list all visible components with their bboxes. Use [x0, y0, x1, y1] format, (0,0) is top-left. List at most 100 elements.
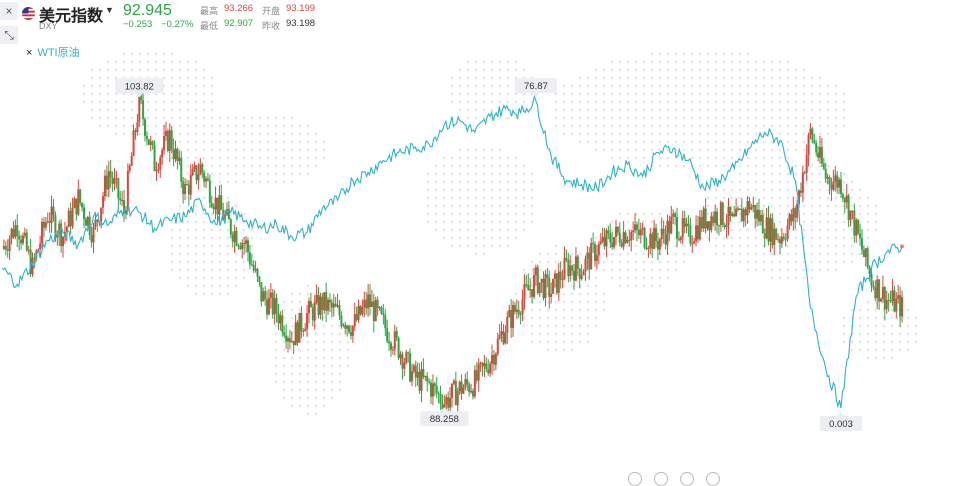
dxy-candle — [109, 160, 112, 188]
dxy-candle — [483, 354, 486, 378]
dxy-candle — [496, 332, 499, 357]
dxy-candle — [254, 260, 257, 273]
overlay-legend-label[interactable]: WTI原油 — [37, 47, 80, 59]
dxy-candle — [616, 226, 619, 236]
dxy-candle — [206, 172, 209, 182]
dxy-candle — [801, 166, 804, 203]
dxy-candle — [515, 299, 518, 319]
dxy-candle — [689, 217, 692, 247]
dxy-candle — [243, 236, 246, 255]
dxy-candle — [649, 227, 652, 255]
dxy-candle — [839, 171, 842, 199]
dxy-candle — [609, 223, 612, 249]
remove-overlay-icon[interactable]: × — [26, 47, 33, 59]
dxy-candle — [336, 293, 339, 308]
dxy-candle — [153, 140, 156, 172]
close-icon[interactable]: × — [0, 2, 18, 20]
collapse-icon[interactable]: ⤡ — [0, 26, 18, 44]
dxy-candle — [426, 371, 429, 392]
dxy-candle — [672, 209, 675, 225]
dxy-candle — [595, 245, 598, 270]
dxy-candle — [239, 242, 242, 251]
pager-dot[interactable] — [654, 472, 668, 486]
symbol-name[interactable]: 美元指数 — [39, 8, 104, 25]
dxy-candle — [475, 361, 478, 384]
dxy-candle — [561, 269, 564, 289]
pager-dot[interactable] — [680, 472, 694, 486]
dxy-candle — [681, 210, 684, 245]
dxy-candle — [349, 325, 352, 340]
last-price: 92.945 — [123, 2, 172, 19]
dxy-candle — [205, 176, 208, 189]
dxy-candle — [544, 269, 547, 307]
dxy-candle — [445, 394, 448, 410]
dxy-candle — [897, 284, 900, 304]
dxy-candle — [769, 213, 772, 253]
dxy-candle — [306, 304, 309, 337]
dxy-candle — [271, 288, 274, 319]
dxy-candle — [266, 290, 269, 320]
dxy-candle — [273, 289, 276, 325]
dxy-candle — [73, 196, 76, 209]
us-flag-icon — [22, 7, 35, 20]
dxy-candle — [382, 304, 385, 325]
dxy-candle — [813, 133, 816, 145]
dxy-candle — [679, 235, 682, 244]
dxy-candle — [8, 235, 11, 260]
dxy-candle — [477, 358, 480, 392]
dxy-candle — [107, 160, 110, 198]
dxy-candle — [807, 132, 810, 167]
symbol-dropdown-icon[interactable]: ▼ — [105, 5, 114, 15]
dxy-candle — [424, 375, 427, 382]
dxy-candle — [870, 268, 873, 292]
dxy-candle — [25, 228, 28, 253]
dxy-candle — [670, 205, 673, 235]
dxy-candle — [668, 215, 671, 241]
dxy-candle — [676, 207, 678, 248]
dxy-candle — [44, 216, 47, 231]
symbol-code: DXY — [39, 21, 58, 31]
dxy-candle — [754, 204, 757, 229]
dxy-candle — [100, 207, 103, 229]
dxy-candle — [246, 237, 249, 262]
dxy-candle — [380, 305, 383, 315]
dxy-candle — [193, 161, 196, 173]
dxy-candle — [891, 279, 894, 306]
dxy-candle — [740, 198, 743, 222]
svg-text:76.87: 76.87 — [524, 81, 548, 92]
dxy-candle — [592, 232, 595, 253]
dxy-candle — [500, 321, 503, 342]
dxy-candle — [437, 391, 440, 404]
dxy-candle — [786, 218, 789, 242]
dxy-candle — [256, 267, 259, 282]
pager-dot[interactable] — [628, 472, 642, 486]
dxy-candle — [54, 211, 57, 242]
dxy-candle — [317, 287, 320, 319]
dxy-candle — [805, 144, 808, 181]
dxy-candle — [901, 290, 903, 323]
pager-dot[interactable] — [706, 472, 720, 486]
dxy-candle — [773, 222, 776, 256]
dxy-candle — [639, 222, 642, 244]
dxy-candle — [378, 306, 381, 311]
dxy-candle — [498, 324, 501, 340]
dxy-candle — [527, 273, 530, 291]
dxy-candle — [119, 190, 122, 205]
dxy-candle — [359, 305, 362, 316]
dxy-candle — [569, 255, 572, 282]
dxy-candle — [189, 164, 192, 200]
dxy-candle — [492, 350, 495, 371]
dxy-candle — [866, 246, 869, 270]
dxy-candle — [418, 363, 421, 394]
dxy-candle — [220, 184, 223, 211]
dxy-candle — [859, 223, 862, 246]
dxy-candle — [39, 235, 42, 257]
dxy-candle — [637, 218, 640, 240]
dxy-candle — [245, 236, 248, 253]
dxy-candle — [508, 304, 511, 318]
dxy-candle — [836, 170, 839, 194]
dxy-candle — [506, 311, 509, 345]
dxy-candle — [218, 185, 221, 224]
dxy-candle — [828, 175, 831, 195]
